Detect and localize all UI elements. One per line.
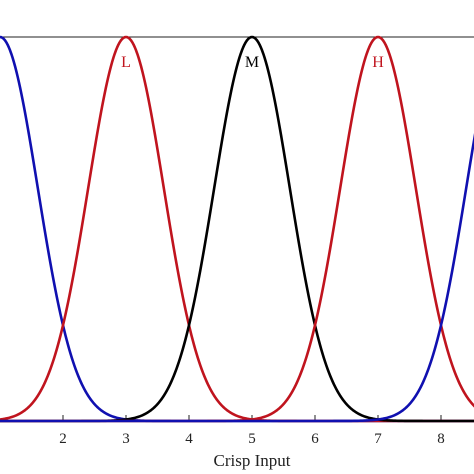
series-line-edge-4: [0, 133, 474, 423]
curve-label-l: L: [121, 54, 131, 71]
series-curves: [0, 35, 474, 423]
x-tick-label: 8: [437, 431, 445, 447]
series-line-l: [0, 35, 474, 423]
series-line-h: [0, 35, 474, 423]
x-tick-label: 2: [59, 431, 67, 447]
x-tick-label: 6: [311, 431, 319, 447]
x-tick-label: 7: [374, 431, 382, 447]
x-axis-title: Crisp Input: [214, 451, 291, 470]
series-line-edge-0: [0, 35, 474, 423]
x-tick-label: 4: [185, 431, 193, 447]
curve-label-m: M: [245, 54, 259, 71]
x-tick-label: 5: [248, 431, 256, 447]
x-tick-label: 3: [122, 431, 130, 447]
series-line-m: [0, 35, 474, 423]
plot-axes: [0, 36, 474, 422]
curve-label-h: H: [372, 54, 384, 71]
